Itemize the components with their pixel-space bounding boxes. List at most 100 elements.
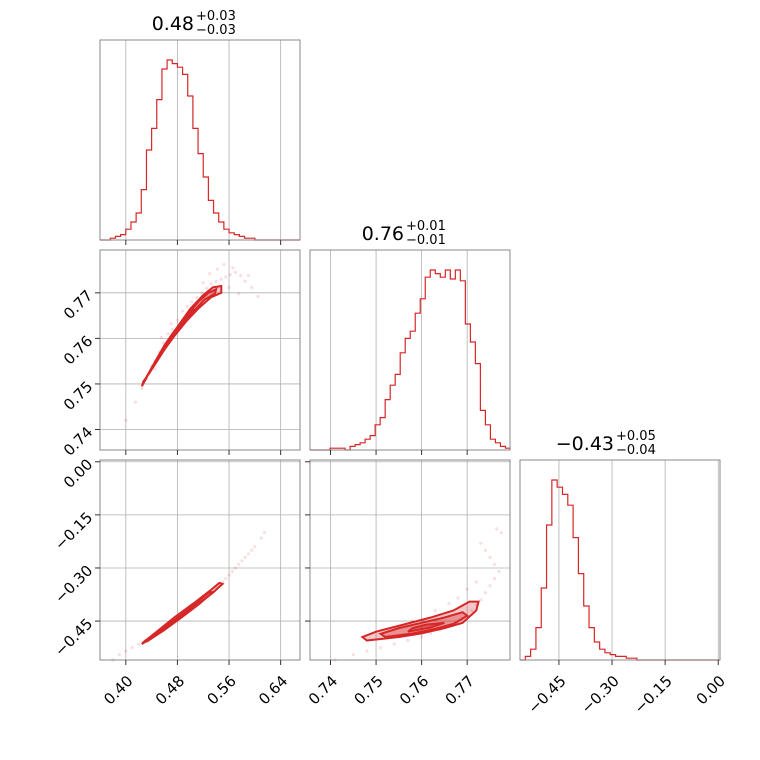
scatter-point-2-0-23 bbox=[259, 536, 263, 540]
scatter-point-2-0-18 bbox=[227, 573, 231, 577]
scatter-point-1-0-0 bbox=[124, 418, 128, 422]
scatter-point-1-0-36 bbox=[208, 272, 212, 276]
scatter-point-2-1-2 bbox=[365, 649, 369, 653]
contour-level-1-0-0 bbox=[140, 284, 223, 387]
scatter-point-2-0-1 bbox=[117, 653, 121, 657]
axes-frame-2-0 bbox=[99, 459, 301, 661]
scatter-point-1-0-8 bbox=[166, 332, 170, 336]
title-upper-param-0: +0.03 bbox=[196, 9, 236, 24]
scatter-point-2-0-29 bbox=[243, 555, 247, 559]
scatter-point-2-1-23 bbox=[479, 541, 483, 545]
scatter-point-2-1-30 bbox=[433, 608, 437, 613]
scatter-point-1-0-32 bbox=[169, 322, 173, 326]
scatter-point-2-1-16 bbox=[483, 591, 487, 595]
data-layer bbox=[100, 59, 720, 662]
scatter-point-1-0-23 bbox=[239, 273, 243, 278]
scatter-point-1-0-25 bbox=[250, 285, 254, 289]
scatter-point-1-0-28 bbox=[222, 262, 226, 267]
axes-frame-1-0 bbox=[99, 249, 301, 451]
xtick-label-1-3: 0.77 bbox=[442, 672, 478, 708]
scatter-point-1-0-38 bbox=[237, 292, 241, 296]
scatter-point-2-0-26 bbox=[224, 576, 228, 581]
scatter-point-2-1-6 bbox=[420, 635, 424, 639]
ytick-label-2-2: −0.15 bbox=[51, 509, 96, 554]
scatter-point-2-1-20 bbox=[492, 562, 497, 567]
scatter-point-1-0-33 bbox=[159, 335, 163, 340]
title-main-param-0: 0.48 bbox=[152, 13, 194, 35]
xtick-label-0-2: 0.56 bbox=[203, 672, 239, 708]
scatter-point-2-0-21 bbox=[246, 552, 250, 556]
xtick-label-1-1: 0.75 bbox=[350, 672, 386, 708]
scatter-point-2-0-3 bbox=[130, 646, 134, 650]
scatter-point-1-0-29 bbox=[231, 266, 235, 270]
scatter-point-1-0-1 bbox=[133, 400, 138, 404]
scatter-point-2-0-24 bbox=[262, 530, 267, 535]
scatter-point-1-0-22 bbox=[233, 270, 238, 274]
scatter-point-2-1-7 bbox=[429, 631, 433, 636]
scatter-point-2-0-20 bbox=[240, 559, 244, 563]
scatter-point-1-0-39 bbox=[246, 273, 250, 278]
scatter-point-2-0-2 bbox=[124, 649, 128, 653]
contour-level-1-0-2 bbox=[158, 308, 195, 355]
ytick-label-1-0: 0.74 bbox=[60, 423, 96, 459]
ytick-label-1-2: 0.76 bbox=[60, 332, 96, 368]
scatter-point-1-0-18 bbox=[214, 279, 218, 284]
contour-level-2-0-1 bbox=[146, 590, 217, 644]
scatter-point-1-0-24 bbox=[243, 279, 247, 284]
xtick-label-0-0: 0.40 bbox=[100, 672, 136, 708]
scatter-point-2-0-30 bbox=[250, 548, 254, 552]
scatter-point-2-1-25 bbox=[495, 527, 499, 531]
scatter-point-1-0-19 bbox=[219, 277, 223, 281]
title-lower-param-2: −0.04 bbox=[616, 443, 656, 458]
scatter-point-2-1-26 bbox=[474, 580, 478, 584]
scatter-point-2-0-27 bbox=[230, 569, 234, 574]
scatter-point-2-0-19 bbox=[233, 566, 238, 570]
title-upper-param-2: +0.05 bbox=[616, 429, 656, 444]
scatter-point-1-0-37 bbox=[227, 285, 231, 289]
ytick-label-2-3: 0.00 bbox=[60, 455, 96, 491]
scatter-point-1-0-10 bbox=[175, 318, 180, 322]
tick-labels-layer: 0.40 0.48 0.56 0.64 0.74 0.75 0.76 0.77 −0.45 −0.… bbox=[51, 286, 729, 717]
scatter-point-1-0-17 bbox=[209, 282, 213, 286]
scatter-point-1-0-35 bbox=[201, 281, 205, 285]
contour-level-2-1-2 bbox=[407, 621, 445, 633]
xtick-label-2-0: −0.45 bbox=[524, 672, 569, 717]
scatter-point-2-1-1 bbox=[351, 653, 355, 657]
scatter-point-2-1-29 bbox=[447, 601, 451, 605]
ytick-label-2-0: −0.45 bbox=[51, 615, 96, 660]
xtick-label-1-2: 0.76 bbox=[396, 672, 432, 708]
scatter-point-2-0-28 bbox=[237, 562, 241, 567]
scatter-point-2-1-17 bbox=[488, 584, 492, 588]
scatter-point-1-0-2 bbox=[140, 386, 144, 391]
scatter-point-2-1-28 bbox=[456, 596, 460, 600]
ytick-label-1-3: 0.77 bbox=[60, 286, 96, 322]
title-main-param-2: −0.43 bbox=[556, 433, 614, 455]
histogram-param-0 bbox=[100, 59, 300, 241]
scatter-point-1-0-15 bbox=[200, 291, 204, 295]
titles-layer: 0.48 +0.03−0.03 0.76 +0.01−0.01 −0.43 +0.05−0… bbox=[152, 9, 656, 458]
scatter-point-1-0-13 bbox=[190, 300, 194, 304]
scatter-point-1-0-34 bbox=[153, 367, 157, 371]
scatter-point-1-0-14 bbox=[195, 295, 199, 299]
scatter-point-1-0-21 bbox=[228, 273, 232, 277]
axes-frame-0-0 bbox=[99, 39, 301, 241]
xtick-label-1-0: 0.74 bbox=[305, 672, 341, 708]
scatter-point-2-1-5 bbox=[406, 638, 410, 643]
ytick-label-1-1: 0.75 bbox=[60, 378, 96, 414]
title-main-param-1: 0.76 bbox=[362, 223, 404, 245]
title-upper-param-1: +0.01 bbox=[406, 219, 446, 234]
title-lower-param-0: −0.03 bbox=[196, 23, 236, 38]
scatter-point-1-0-20 bbox=[224, 275, 228, 279]
xtick-label-2-3: 0.00 bbox=[693, 672, 729, 708]
scatter-point-1-0-11 bbox=[180, 309, 185, 313]
scatter-point-2-1-18 bbox=[492, 576, 497, 581]
scatter-point-2-1-22 bbox=[483, 548, 487, 552]
scatter-point-2-1-21 bbox=[488, 555, 492, 559]
scatter-point-2-1-4 bbox=[392, 642, 396, 646]
axes-frames-layer bbox=[99, 39, 721, 661]
scatter-point-1-0-16 bbox=[204, 286, 209, 290]
scatter-point-2-1-19 bbox=[497, 569, 501, 574]
ticks-layer bbox=[95, 240, 719, 665]
histogram-param-1 bbox=[310, 269, 511, 451]
